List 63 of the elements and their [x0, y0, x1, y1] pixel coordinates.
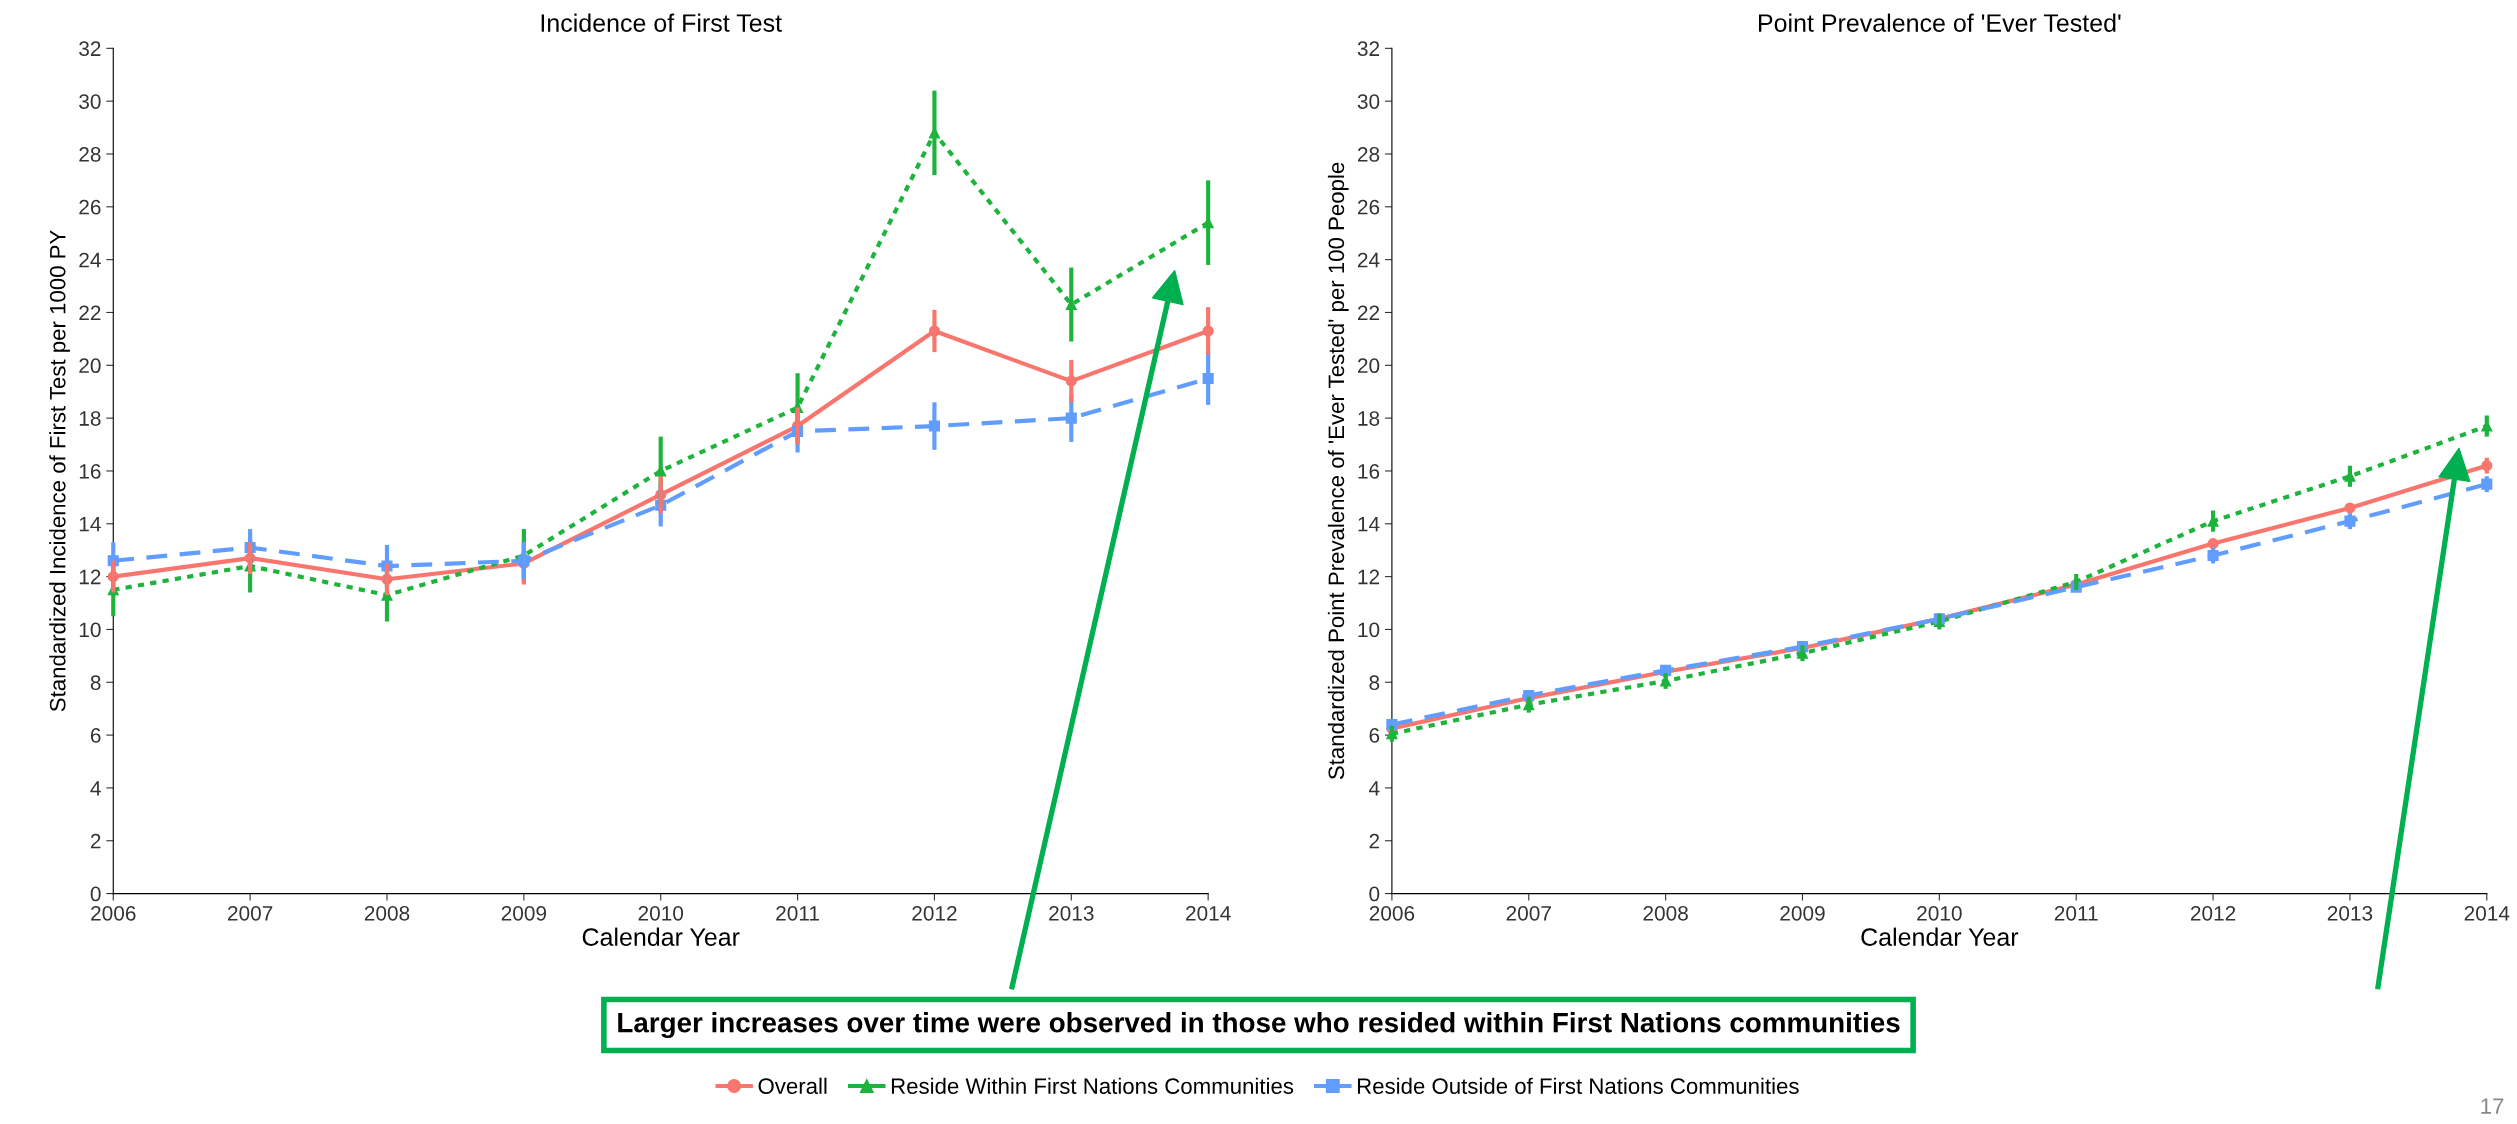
x-tick-label: 2010 [638, 905, 684, 921]
y-tick-label: 30 [1357, 94, 1380, 109]
x-tick-label: 2006 [1369, 905, 1415, 921]
x-tick-label: 2009 [501, 905, 547, 921]
y-tick-label: 4 [1368, 781, 1380, 796]
y-tick-label: 30 [79, 94, 101, 109]
y-tick-label: 22 [1357, 305, 1380, 321]
y-tick-label: 24 [79, 252, 101, 268]
y-tick-label: 32 [79, 41, 101, 57]
x-tick-label: 2008 [364, 905, 410, 921]
y-tick-label: 20 [1357, 358, 1380, 374]
text: Larger increases over time were observed in those who resided within First Nations communities [618, 1012, 1900, 1039]
y-tick-label: 20 [79, 358, 101, 374]
chart-title: Point Prevalence of 'Ever Tested' [1758, 13, 2121, 32]
y-tick-label: 26 [1357, 199, 1380, 215]
y-tick-label: 2 [90, 833, 101, 849]
legend-label: Overall [758, 1077, 827, 1094]
x-tick-label: 2007 [228, 905, 273, 921]
y-tick-label: 2 [1369, 833, 1380, 849]
chart-title: Incidence of First Test [541, 13, 782, 32]
x-tick-label: 2014 [1186, 905, 1231, 921]
x-tick-label: 2010 [1917, 905, 1962, 921]
y-tick-label: 18 [79, 411, 101, 426]
x-tick-label: 2013 [2327, 905, 2373, 921]
y-tick-label: 16 [79, 463, 101, 479]
x-tick-label: 2012 [912, 905, 957, 921]
y-axis-title: Standardized Incidence of First Test per 1000 PY [49, 230, 70, 712]
y-tick-label: 0 [90, 886, 101, 902]
y-tick-label: 24 [1357, 252, 1380, 268]
y-tick-label: 14 [1358, 517, 1380, 532]
legend-label: Reside Within First Nations Communities [891, 1077, 1294, 1094]
x-tick-label: 2008 [1643, 905, 1688, 921]
x-tick-label: 2011 [776, 905, 819, 921]
x-tick-label: 2012 [2190, 905, 2236, 921]
y-tick-label: 22 [79, 305, 101, 321]
x-tick-label: 2007 [1506, 905, 1551, 921]
y-tick-label: 12 [79, 569, 101, 585]
x-tick-label: 2006 [91, 905, 136, 921]
x-tick-label: 2013 [1049, 905, 1094, 921]
y-tick-label: 16 [1358, 463, 1380, 479]
x-tick-label: 2011 [2054, 905, 2098, 921]
y-tick-label: 10 [79, 622, 101, 638]
y-tick-label: 18 [1358, 411, 1380, 426]
y-tick-label: 6 [90, 728, 101, 743]
x-axis-title: Calendar Year [582, 927, 740, 946]
y-tick-label: 0 [1369, 886, 1380, 902]
y-tick-label: 6 [1369, 728, 1380, 743]
y-tick-label: 8 [1369, 675, 1380, 691]
y-tick-label: 28 [79, 146, 101, 162]
x-axis-title: Calendar Year [1861, 927, 2019, 946]
y-tick-label: 32 [1357, 41, 1380, 57]
x-tick-label: 2014 [2464, 905, 2510, 921]
legend-label: Reside Outside of First Nations Communities [1357, 1077, 1799, 1094]
y-tick-label: 8 [90, 675, 101, 691]
y-tick-label: 12 [1358, 569, 1380, 585]
y-tick-label: 10 [1358, 622, 1380, 638]
y-tick-label: 28 [1357, 146, 1380, 162]
y-tick-label: 26 [79, 199, 101, 215]
y-axis-title: Standardized Point Prevalence of 'Ever Tested' per 100 People [1327, 162, 1349, 780]
text: 17 [2481, 1098, 2504, 1114]
x-tick-label: 2009 [1780, 905, 1825, 921]
y-tick-label: 14 [79, 517, 101, 532]
y-tick-label: 4 [90, 781, 101, 796]
